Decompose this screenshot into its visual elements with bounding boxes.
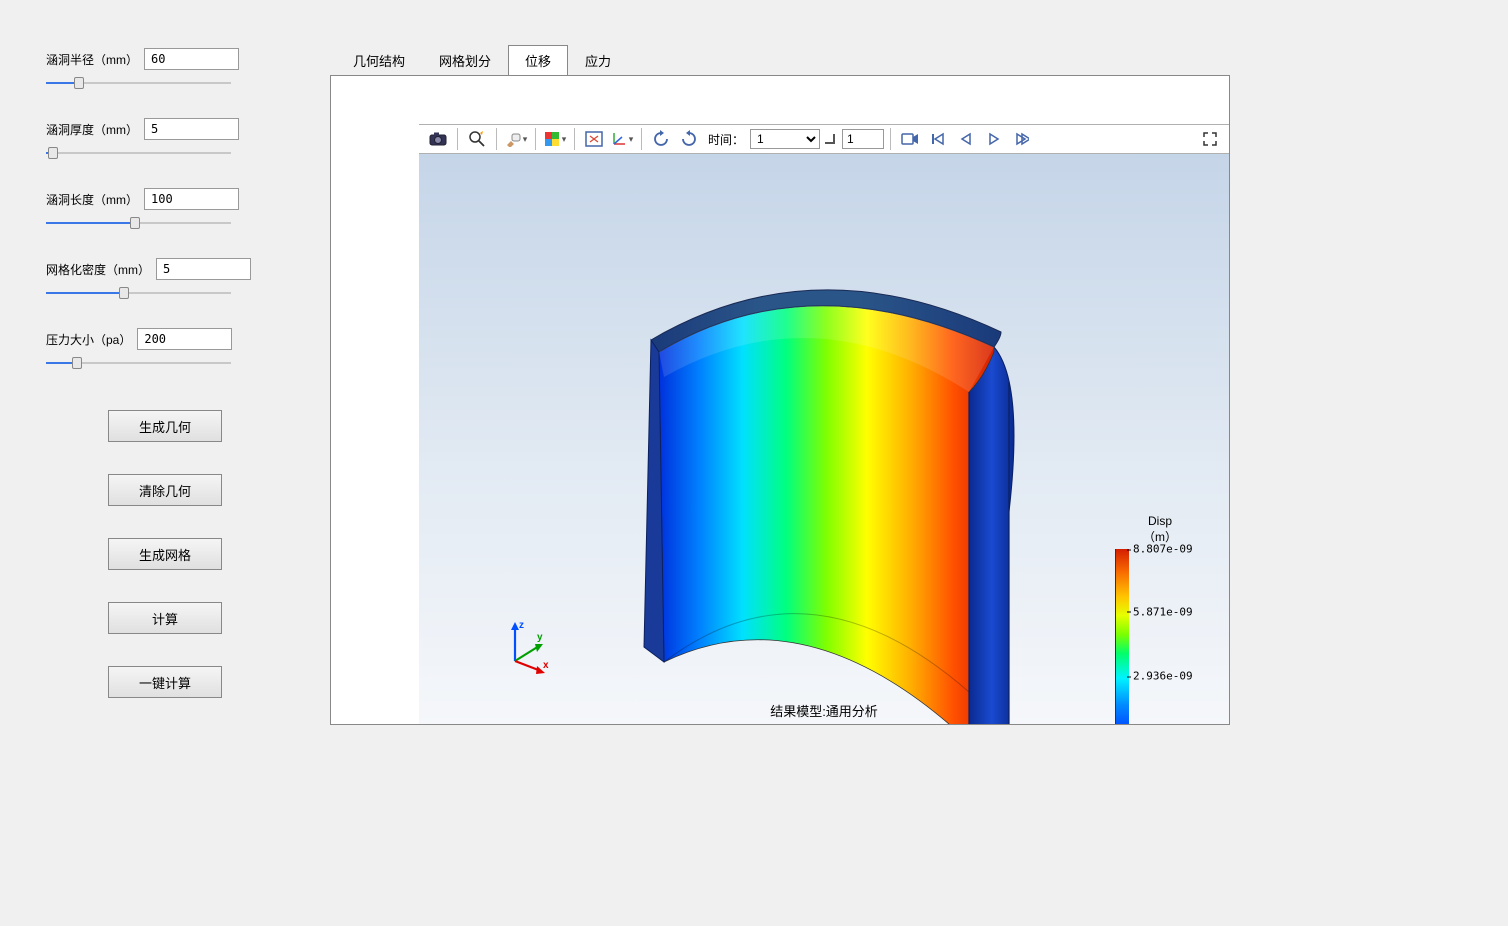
main-panel: 几何结构 网格划分 位移 应力 bbox=[330, 0, 1508, 926]
step-input[interactable] bbox=[842, 129, 884, 149]
pressure-input[interactable] bbox=[137, 328, 232, 350]
compute-button[interactable]: 计算 bbox=[108, 602, 222, 634]
frame-next-icon[interactable] bbox=[1009, 127, 1035, 151]
svg-text:z: z bbox=[519, 620, 524, 631]
legend-colorbar bbox=[1115, 549, 1129, 724]
viewer-toolbar: 时间： 1 bbox=[419, 124, 1229, 154]
legend-ticks: 8.807e-09 5.871e-09 2.936e-09 0.000e+00 bbox=[1129, 549, 1205, 724]
color-legend: Disp （m） 8.807e-09 5.871e-09 2.936e-09 0… bbox=[1115, 514, 1205, 724]
expand-icon[interactable] bbox=[1197, 127, 1223, 151]
axes-view-icon[interactable] bbox=[609, 127, 635, 151]
thickness-slider[interactable] bbox=[46, 146, 231, 160]
rotate-cw-icon[interactable] bbox=[676, 127, 702, 151]
radius-input[interactable] bbox=[144, 48, 239, 70]
length-slider[interactable] bbox=[46, 216, 231, 230]
brush-icon[interactable] bbox=[503, 127, 529, 151]
mesh-density-slider[interactable] bbox=[46, 286, 231, 300]
param-thickness: 涵洞厚度（mm） bbox=[46, 118, 284, 160]
step-end-icon[interactable] bbox=[822, 127, 840, 151]
frame-prev-icon[interactable] bbox=[953, 127, 979, 151]
frame-first-icon[interactable] bbox=[925, 127, 951, 151]
cube-color-icon[interactable] bbox=[542, 127, 568, 151]
pressure-slider[interactable] bbox=[46, 356, 231, 370]
tab-stress[interactable]: 应力 bbox=[568, 45, 628, 76]
camera-record-icon[interactable] bbox=[897, 127, 923, 151]
result-model-label: 结果模型:通用分析 bbox=[770, 701, 878, 720]
orientation-triad: z y x bbox=[497, 616, 557, 676]
param-label: 涵洞厚度（mm） bbox=[46, 121, 138, 138]
tab-displacement[interactable]: 位移 bbox=[508, 45, 568, 76]
tab-mesh[interactable]: 网格划分 bbox=[422, 45, 508, 76]
length-input[interactable] bbox=[144, 188, 239, 210]
legend-title: Disp （m） bbox=[1115, 514, 1205, 545]
result-tabs: 几何结构 网格划分 位移 应力 bbox=[330, 44, 1508, 75]
tab-geometry[interactable]: 几何结构 bbox=[336, 45, 422, 76]
viewport-3d[interactable]: z y x 结果模型:通用分析 Disp （m） bbox=[419, 154, 1229, 724]
viewer-frame: 时间： 1 bbox=[330, 75, 1230, 725]
radius-slider[interactable] bbox=[46, 76, 231, 90]
frame-play-icon[interactable] bbox=[981, 127, 1007, 151]
generate-mesh-button[interactable]: 生成网格 bbox=[108, 538, 222, 570]
svg-text:y: y bbox=[537, 632, 543, 643]
thickness-input[interactable] bbox=[144, 118, 239, 140]
one-click-compute-button[interactable]: 一键计算 bbox=[108, 666, 222, 698]
param-length: 涵洞长度（mm） bbox=[46, 188, 284, 230]
svg-text:x: x bbox=[543, 660, 549, 671]
param-pressure: 压力大小（pa） bbox=[46, 328, 284, 370]
param-label: 网格化密度（mm） bbox=[46, 261, 150, 278]
time-select[interactable]: 1 bbox=[750, 129, 820, 149]
fit-view-icon[interactable] bbox=[581, 127, 607, 151]
time-label: 时间： bbox=[708, 131, 744, 148]
generate-geometry-button[interactable]: 生成几何 bbox=[108, 410, 222, 442]
param-label: 涵洞长度（mm） bbox=[46, 191, 138, 208]
param-label: 涵洞半径（mm） bbox=[46, 51, 138, 68]
fea-result-shape bbox=[629, 232, 1029, 724]
mesh-density-input[interactable] bbox=[156, 258, 251, 280]
parameter-panel: 涵洞半径（mm） 涵洞厚度（mm） 涵洞长度（mm） bbox=[0, 0, 330, 926]
param-label: 压力大小（pa） bbox=[46, 331, 131, 348]
rotate-ccw-icon[interactable] bbox=[648, 127, 674, 151]
param-mesh-density: 网格化密度（mm） bbox=[46, 258, 284, 300]
snapshot-icon[interactable] bbox=[425, 127, 451, 151]
zoom-icon[interactable] bbox=[464, 127, 490, 151]
param-radius: 涵洞半径（mm） bbox=[46, 48, 284, 90]
clear-geometry-button[interactable]: 清除几何 bbox=[108, 474, 222, 506]
